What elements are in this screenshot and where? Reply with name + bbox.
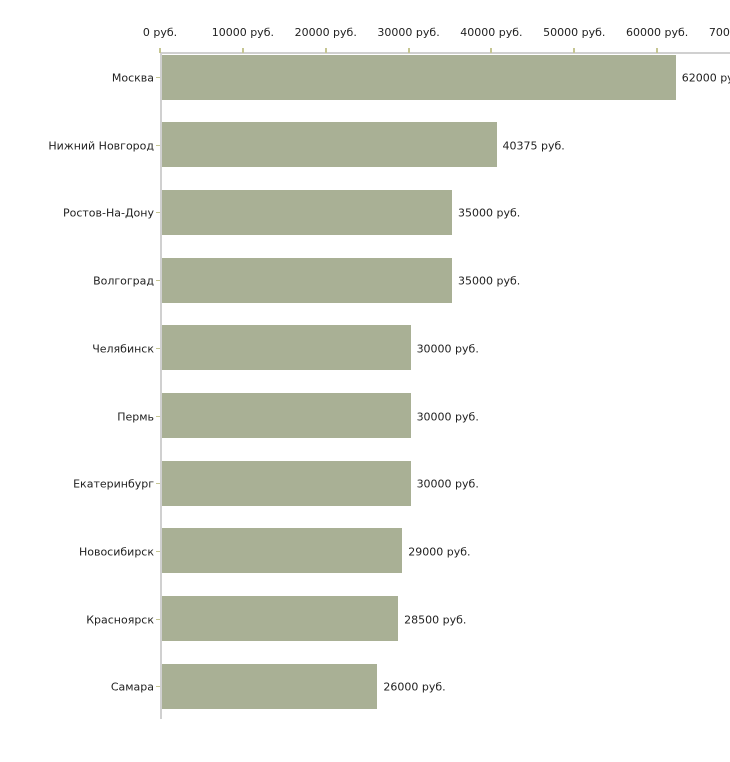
salary-bar-chart: 0 руб. 10000 руб. 20000 руб. 30000 руб. 4000… (40, 16, 730, 746)
value-label: 30000 руб. (416, 342, 479, 356)
x-axis-tick-label: 50000 руб. (543, 26, 606, 39)
category-label: Самара (110, 680, 154, 694)
x-axis-tick-label: 60000 руб. (626, 26, 689, 39)
bar (162, 596, 399, 642)
x-axis-tick (324, 48, 327, 53)
y-axis-tick (156, 347, 160, 349)
y-axis-tick (156, 77, 160, 78)
category-label: Волгоград (93, 274, 154, 288)
x-axis-tick-label: 0 руб. (142, 26, 178, 39)
y-axis-tick (156, 144, 160, 146)
value-label: 30000 руб. (416, 477, 479, 491)
bar (162, 325, 411, 371)
x-axis-tick-label: 70000 руб. (708, 26, 730, 39)
x-axis-tick (159, 48, 161, 53)
category-label: Новосибирск (78, 545, 154, 559)
value-label: 30000 руб. (416, 410, 479, 423)
category-label: Екатеринбург (73, 477, 154, 491)
bar (162, 528, 403, 574)
bar (162, 393, 411, 438)
bar (162, 189, 452, 235)
bar (162, 460, 411, 506)
y-axis-tick (156, 212, 160, 214)
value-label: 29000 руб. (408, 545, 471, 559)
x-axis-tick-label: 20000 руб. (294, 26, 357, 39)
value-label: 40375 руб. (502, 139, 565, 153)
value-label: 35000 руб. (458, 206, 521, 220)
x-axis-tick-label: 30000 руб. (377, 26, 440, 39)
value-label: 28500 руб. (404, 613, 467, 627)
y-axis-tick (156, 618, 160, 620)
y-axis-tick (156, 550, 160, 552)
y-axis-tick (156, 686, 160, 688)
bar (162, 122, 497, 168)
value-label: 62000 руб. (681, 71, 730, 85)
y-axis-tick (156, 280, 160, 282)
category-label: Ростов-На-Дону (62, 206, 154, 220)
x-axis-tick (573, 48, 576, 53)
bar (162, 54, 676, 100)
x-axis-tick (241, 48, 244, 53)
x-axis-tick-label: 40000 руб. (460, 26, 523, 39)
value-label: 35000 руб. (458, 274, 521, 288)
x-axis-tick-label: 10000 руб. (211, 26, 274, 39)
category-label: Нижний Новгород (48, 139, 154, 153)
y-axis-tick (156, 415, 160, 417)
x-axis-tick (490, 48, 493, 53)
x-axis-tick (407, 48, 410, 53)
category-label: Челябинск (92, 342, 154, 356)
category-label: Красноярск (86, 613, 154, 627)
y-axis-line (160, 52, 162, 719)
category-label: Москва (111, 71, 154, 85)
y-axis-tick (156, 483, 160, 485)
x-axis-line (160, 52, 730, 54)
category-label: Пермь (117, 410, 154, 423)
value-label: 26000 руб. (383, 680, 446, 694)
x-axis-tick (656, 48, 659, 53)
bar (162, 257, 452, 303)
bar (162, 663, 378, 709)
